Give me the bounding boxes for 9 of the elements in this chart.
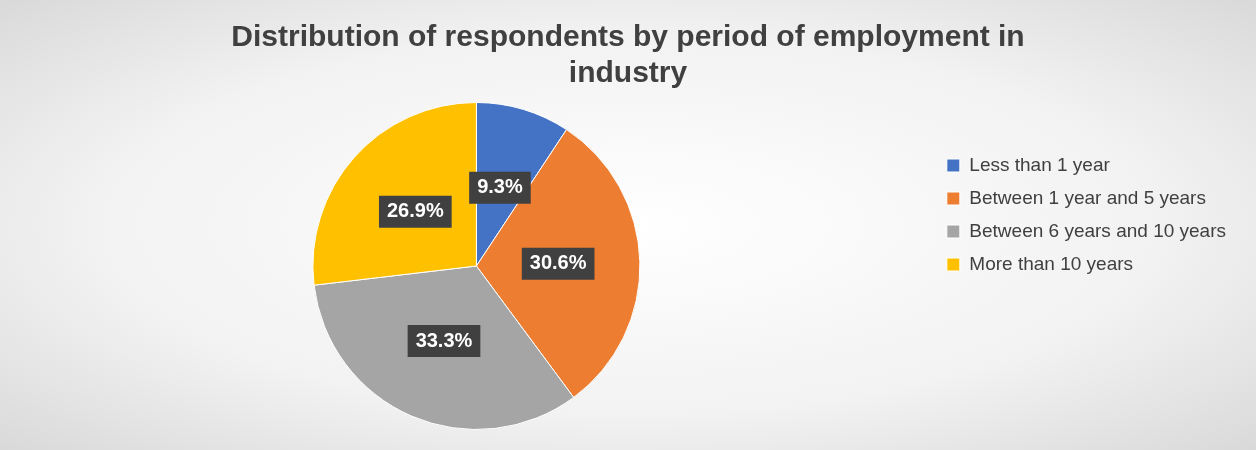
legend-label: More than 10 years (969, 252, 1134, 274)
data-label: 30.6% (529, 251, 587, 274)
data-label: 26.9% (386, 199, 444, 222)
legend-label: Less than 1 year (969, 153, 1111, 175)
data-label: 9.3% (477, 175, 523, 198)
chart-title: Distribution of respondents by period of employment in industry (231, 19, 1025, 89)
legend-label: Between 1 year and 5 years (969, 186, 1206, 208)
data-label: 33.3% (415, 328, 473, 351)
legend-label: Between 6 years and 10 years (969, 219, 1227, 241)
